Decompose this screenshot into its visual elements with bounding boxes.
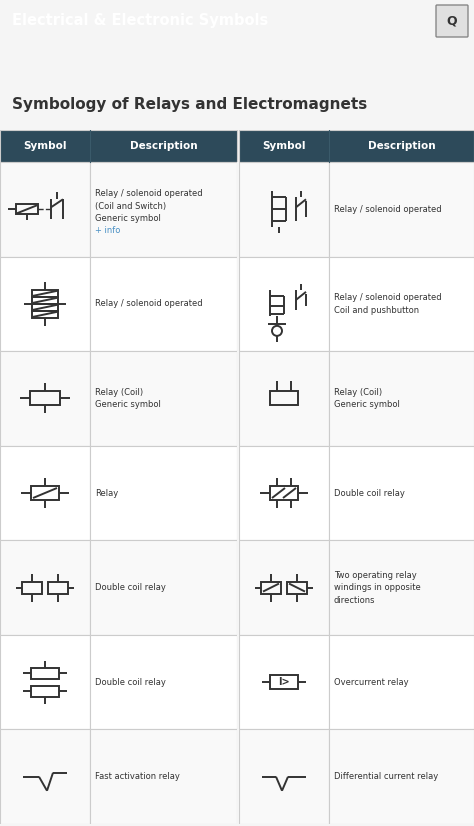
Text: Symbol: Symbol	[23, 141, 67, 151]
Text: Description: Description	[368, 141, 435, 151]
Bar	[32, 297, 58, 304]
Bar	[270, 486, 298, 500]
Bar	[16, 204, 38, 214]
Bar	[30, 392, 60, 406]
Text: Fast activation relay: Fast activation relay	[95, 772, 180, 781]
Bar	[0, 729, 90, 824]
Text: Double coil relay: Double coil relay	[95, 677, 166, 686]
Bar	[31, 486, 59, 500]
Bar	[237, 729, 239, 824]
Bar	[48, 582, 68, 594]
Bar	[237, 540, 239, 635]
Text: Differential current relay: Differential current relay	[334, 772, 438, 781]
Bar	[329, 540, 474, 635]
Text: Relay / solenoid operated: Relay / solenoid operated	[95, 299, 202, 308]
Bar	[329, 635, 474, 729]
Bar	[329, 729, 474, 824]
Text: Relay / solenoid operated
Coil and pushbutton: Relay / solenoid operated Coil and pushb…	[334, 293, 442, 315]
Bar	[90, 635, 237, 729]
Bar	[329, 446, 474, 540]
Text: Relay / solenoid operated: Relay / solenoid operated	[334, 205, 442, 214]
Bar	[31, 667, 59, 679]
Bar	[90, 351, 237, 446]
Bar	[237, 635, 239, 729]
Bar	[239, 446, 329, 540]
Bar	[0, 635, 90, 729]
Bar	[237, 257, 239, 351]
Bar	[32, 290, 58, 297]
Text: Overcurrent relay: Overcurrent relay	[334, 677, 409, 686]
Bar	[90, 540, 237, 635]
Bar	[90, 729, 237, 824]
Bar	[239, 130, 474, 162]
Bar	[239, 162, 329, 257]
Bar	[237, 446, 239, 540]
Text: Relay (Coil)
Generic symbol: Relay (Coil) Generic symbol	[334, 387, 400, 409]
Bar	[32, 311, 58, 318]
Bar	[270, 392, 298, 406]
Text: Double coil relay: Double coil relay	[95, 583, 166, 592]
Bar	[329, 162, 474, 257]
Bar	[239, 729, 329, 824]
Text: Two operating relay
windings in opposite
directions: Two operating relay windings in opposite…	[334, 571, 421, 605]
Text: Q: Q	[447, 15, 457, 27]
Bar	[0, 130, 237, 162]
Text: Relay (Coil)
Generic symbol: Relay (Coil) Generic symbol	[95, 387, 161, 409]
Text: Symbology of Relays and Electromagnets: Symbology of Relays and Electromagnets	[12, 97, 367, 112]
Bar	[90, 446, 237, 540]
Bar	[22, 582, 42, 594]
Text: Symbol: Symbol	[262, 141, 306, 151]
Text: Double coil relay: Double coil relay	[334, 488, 405, 497]
Bar	[32, 304, 58, 311]
Bar	[329, 257, 474, 351]
Bar	[329, 351, 474, 446]
Bar	[90, 257, 237, 351]
Text: I>: I>	[278, 677, 290, 687]
Text: + info: + info	[95, 225, 120, 235]
Bar	[239, 257, 329, 351]
Bar	[0, 351, 90, 446]
Bar	[0, 540, 90, 635]
Bar	[31, 686, 59, 696]
Bar	[261, 582, 281, 594]
Bar	[239, 351, 329, 446]
Bar	[270, 675, 298, 689]
Bar	[90, 162, 237, 257]
Bar	[287, 582, 307, 594]
Bar	[239, 540, 329, 635]
Bar	[0, 257, 90, 351]
FancyBboxPatch shape	[436, 5, 468, 37]
Text: Description: Description	[130, 141, 197, 151]
Text: Relay / solenoid operated
(Coil and Switch)
Generic symbol: Relay / solenoid operated (Coil and Swit…	[95, 189, 202, 223]
Bar	[237, 162, 239, 257]
Bar	[0, 162, 90, 257]
Bar	[237, 351, 239, 446]
Text: Electrical & Electronic Symbols: Electrical & Electronic Symbols	[12, 13, 268, 29]
Bar	[239, 635, 329, 729]
Bar	[0, 446, 90, 540]
Text: Relay: Relay	[95, 488, 118, 497]
